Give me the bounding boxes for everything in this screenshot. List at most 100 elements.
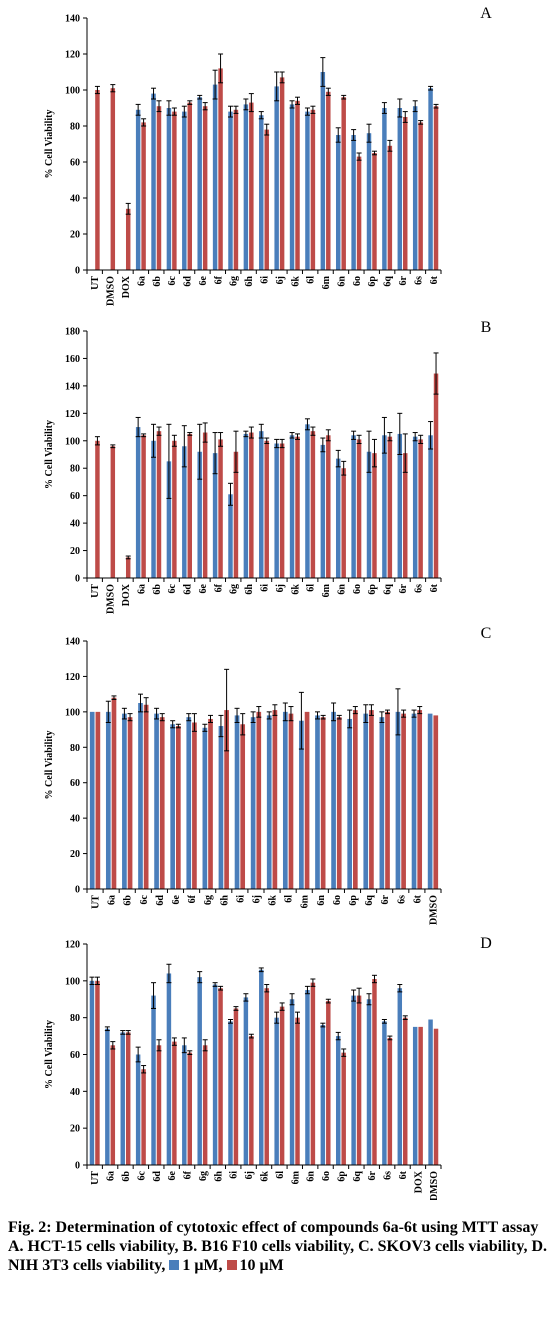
bar-A-6q-s2 (387, 145, 393, 270)
x-tick-label-C-6a: 6a (107, 895, 118, 905)
x-tick-label-B-6h: 6h (244, 584, 255, 595)
bar-A-6b-s2 (156, 106, 162, 270)
x-tick-label-C-6j: 6j (251, 895, 262, 903)
x-tick-label-B-6o: 6o (352, 584, 363, 594)
x-tick-label-C-6c: 6c (139, 894, 150, 904)
y-tick-label-D-120: 120 (65, 940, 80, 951)
bar-C-6j-s2 (256, 711, 262, 889)
x-tick-label-B-6m: 6m (321, 583, 332, 597)
bar-C-6f-s1 (186, 717, 192, 889)
bar-A-6d-s1 (182, 111, 187, 270)
bar-C-6m-s2 (304, 711, 310, 889)
x-tick-label-C-6k: 6k (268, 895, 279, 906)
y-tick-label-C-0: 0 (75, 885, 80, 896)
bar-C-6i-s1 (234, 715, 240, 889)
bar-A-6f-s2 (218, 68, 223, 271)
bar-C-DMSO-s1 (427, 713, 433, 889)
x-tick-label-A-6g: 6g (229, 276, 240, 286)
bar-B-6i-s1 (259, 431, 264, 578)
bar-D-6c-s2 (141, 1069, 146, 1165)
bar-D-6i-s1 (228, 1021, 233, 1165)
bar-D-6a-s1 (105, 1028, 110, 1165)
bar-D-6r-s2 (372, 978, 377, 1165)
x-tick-label-B-6t: 6t (429, 583, 440, 592)
bar-A-6q-s1 (382, 108, 387, 270)
x-tick-label-B-6b: 6b (152, 584, 163, 595)
x-tick-label-C-6p: 6p (348, 895, 359, 906)
bar-C-6k-s1 (266, 715, 272, 889)
bar-A-6m-s2 (326, 91, 331, 270)
bar-D-6e-s2 (172, 1041, 177, 1165)
bar-A-6n-s1 (335, 135, 341, 270)
bar-B-6f-s2 (218, 439, 223, 578)
x-tick-label-C-6o: 6o (332, 895, 343, 905)
bar-B-6o-s1 (351, 435, 356, 578)
bar-D-DMSO-s1 (428, 1019, 433, 1165)
charts-figure: 0 20 40 60 80 100 120 140 UT DMSO DOX 6a 6b 6c 6d 6e 6f 6… (44, 5, 492, 1200)
bar-D-6t-s1 (397, 988, 403, 1165)
x-tick-label-D-6c: 6c (136, 1170, 147, 1180)
x-tick-label-D-DOX: DOX (413, 1170, 424, 1193)
bar-A-6l-s1 (305, 111, 310, 270)
bar-B-6b-s2 (156, 431, 162, 578)
bar-C-6t-s1 (411, 713, 417, 889)
bar-D-6r-s1 (366, 999, 372, 1165)
x-tick-label-D-DMSO: DMSO (429, 1171, 440, 1200)
bar-D-6s-s2 (387, 1037, 393, 1165)
bar-C-6j-s1 (250, 717, 256, 889)
bar-A-6o-s1 (351, 135, 356, 270)
bar-A-6d-s2 (187, 102, 192, 270)
x-tick-label-D-6k: 6k (260, 1171, 271, 1182)
x-tick-label-C-6t: 6t (412, 894, 423, 903)
x-tick-label-C-6d: 6d (155, 895, 166, 906)
x-tick-label-D-6s: 6s (383, 1171, 394, 1180)
bar-D-6h-s1 (212, 984, 218, 1165)
y-tick-label-D-20: 20 (70, 1124, 80, 1135)
bar-C-6g-s1 (202, 727, 208, 889)
y-tick-label-D-100: 100 (65, 976, 80, 987)
bar-C-6c-s2 (143, 704, 149, 889)
bar-A-6t-s1 (428, 88, 433, 270)
bar-C-6h-s1 (218, 726, 224, 889)
bar-A-6b-s1 (151, 93, 156, 270)
x-tick-label-A-6e: 6e (198, 275, 209, 285)
bar-D-6m-s2 (295, 1017, 300, 1165)
y-tick-label-B-160: 160 (65, 354, 80, 365)
bar-B-6k-s1 (289, 435, 295, 578)
y-axis-title-B: % Cell Viability (44, 420, 55, 489)
bar-A-6n-s2 (341, 97, 346, 270)
bar-D-6i-s2 (233, 1008, 239, 1165)
y-tick-label-A-100: 100 (65, 86, 80, 97)
bar-C-6b-s1 (122, 713, 127, 889)
x-tick-label-D-6j: 6j (244, 1171, 255, 1179)
bar-B-6d-s1 (182, 446, 187, 578)
panel-label-B: B (481, 319, 492, 336)
x-tick-label-C-6r: 6r (380, 894, 391, 904)
x-tick-label-B-6f: 6f (213, 583, 224, 592)
legend-swatch-1uM (169, 1260, 180, 1270)
bar-D-6p-s1 (335, 1036, 341, 1165)
y-tick-label-A-120: 120 (65, 50, 80, 61)
x-tick-label-C-6m: 6m (300, 894, 311, 908)
x-tick-label-D-UT: UT (90, 1171, 101, 1185)
bar-D-DOX-s2 (418, 1026, 423, 1166)
bar-C-6m-s1 (299, 720, 304, 889)
legend-swatch-10uM (226, 1260, 237, 1270)
chart-panel-D: 0 20 40 60 80 100 120 UT 6a 6b 6c 6d 6e 6f 6g 6h 6i 6j 6k 6… (44, 935, 492, 1200)
chart-panel-B: 0 20 40 60 80 100 120 140 160 180 UT DMSO DOX 6a 6b 6c 6… (44, 319, 491, 614)
bar-A-6a-s2 (141, 122, 146, 271)
bar-B-6h-s2 (249, 432, 254, 578)
y-axis-title-D: % Cell Viability (44, 1020, 55, 1089)
x-tick-label-C-6b: 6b (123, 895, 134, 906)
y-tick-label-B-100: 100 (65, 436, 80, 447)
bar-C-6p-s1 (347, 718, 352, 889)
x-tick-label-B-6g: 6g (229, 584, 240, 594)
bar-D-UT-s2 (95, 980, 100, 1165)
bar-D-6b-s2 (125, 1032, 131, 1165)
bar-C-UT-s2 (95, 711, 101, 889)
x-tick-label-B-6i: 6i (260, 584, 271, 592)
bar-B-6e-s2 (202, 432, 208, 578)
bar-C-6a-s2 (111, 697, 117, 889)
bar-D-6l-s1 (274, 1017, 279, 1165)
x-tick-label-A-6f: 6f (213, 275, 224, 284)
